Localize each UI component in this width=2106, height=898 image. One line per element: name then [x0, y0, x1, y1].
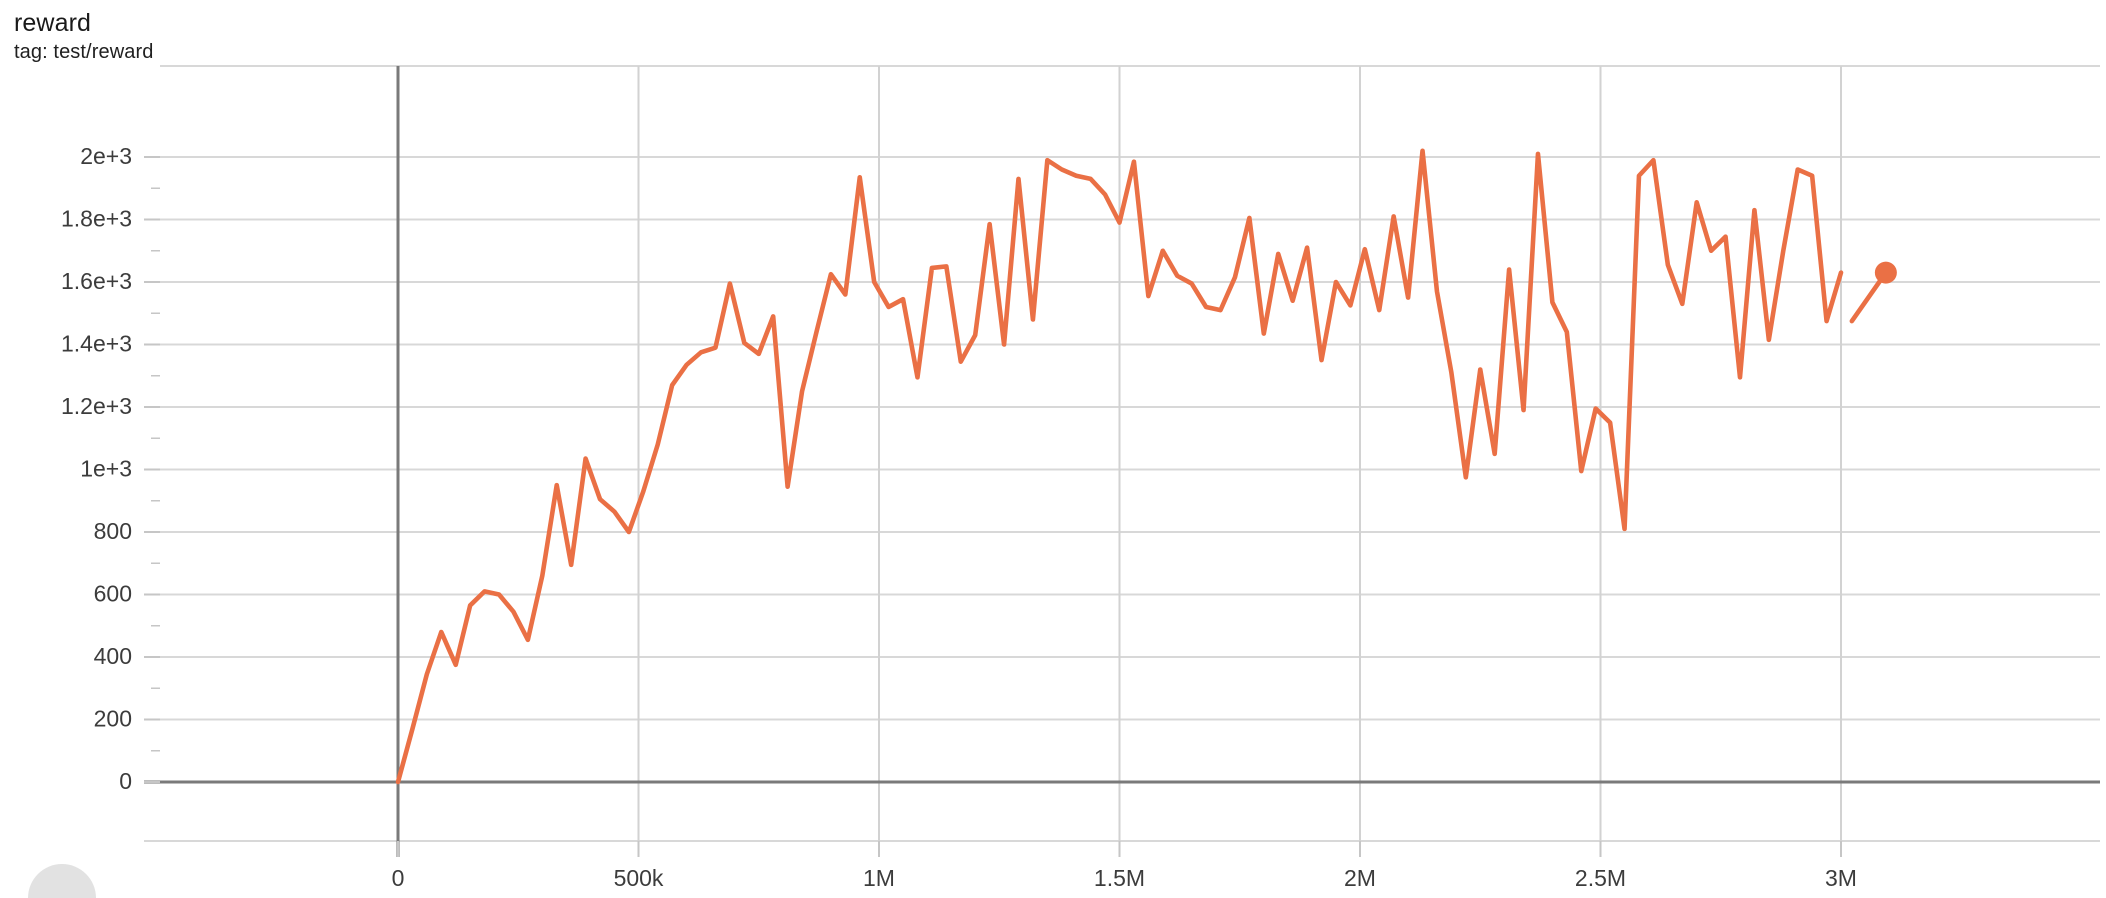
- tick-marks: [144, 156, 1842, 857]
- chart-header: reward tag: test/reward: [14, 8, 914, 65]
- series-endpoint-marker[interactable]: [1874, 261, 1897, 284]
- x-axis-tick-label: 1M: [863, 865, 895, 891]
- y-axis-tick-labels: 0 200 400 600 800 1e+3 1.2e+3 1.4e+3 1.6e+3 1.8e+…: [61, 143, 132, 794]
- y-axis-tick-label: 1.8e+3: [61, 206, 132, 232]
- x-axis-tick-label: 500k: [614, 865, 664, 891]
- y-axis-tick-label: 1.6e+3: [61, 268, 132, 294]
- x-axis-tick-label: 0: [392, 865, 405, 891]
- y-axis-tick-label: 200: [94, 706, 132, 732]
- series-line-test-reward[interactable]: [395, 148, 1844, 785]
- data-series-group[interactable]: [395, 148, 1897, 785]
- y-axis-tick-label: 1.4e+3: [61, 331, 132, 357]
- x-axis-tick-label: 3M: [1825, 865, 1857, 891]
- x-axis-tick-label: 2M: [1344, 865, 1376, 891]
- y-axis-tick-label: 1.2e+3: [61, 393, 132, 419]
- y-axis-tick-label: 800: [94, 518, 132, 544]
- axis-lines: [144, 66, 2100, 857]
- vertical-gridlines: [637, 66, 1842, 841]
- y-axis-tick-label: 1e+3: [80, 456, 132, 482]
- page-title: reward: [14, 9, 92, 37]
- x-axis-tick-label: 2.5M: [1575, 865, 1626, 891]
- horizontal-gridlines: [144, 65, 2100, 842]
- y-axis-tick-label: 400: [94, 643, 132, 669]
- y-axis-tick-label: 0: [119, 768, 132, 794]
- chart-tag-label: tag: test/reward: [14, 41, 154, 63]
- x-axis-tick-label: 1.5M: [1094, 865, 1145, 891]
- y-axis-tick-label: 600: [94, 581, 132, 607]
- x-axis-tick-labels: 0 500k 1M 1.5M 2M 2.5M 3M: [392, 865, 1857, 891]
- y-axis-tick-label: 2e+3: [80, 143, 132, 169]
